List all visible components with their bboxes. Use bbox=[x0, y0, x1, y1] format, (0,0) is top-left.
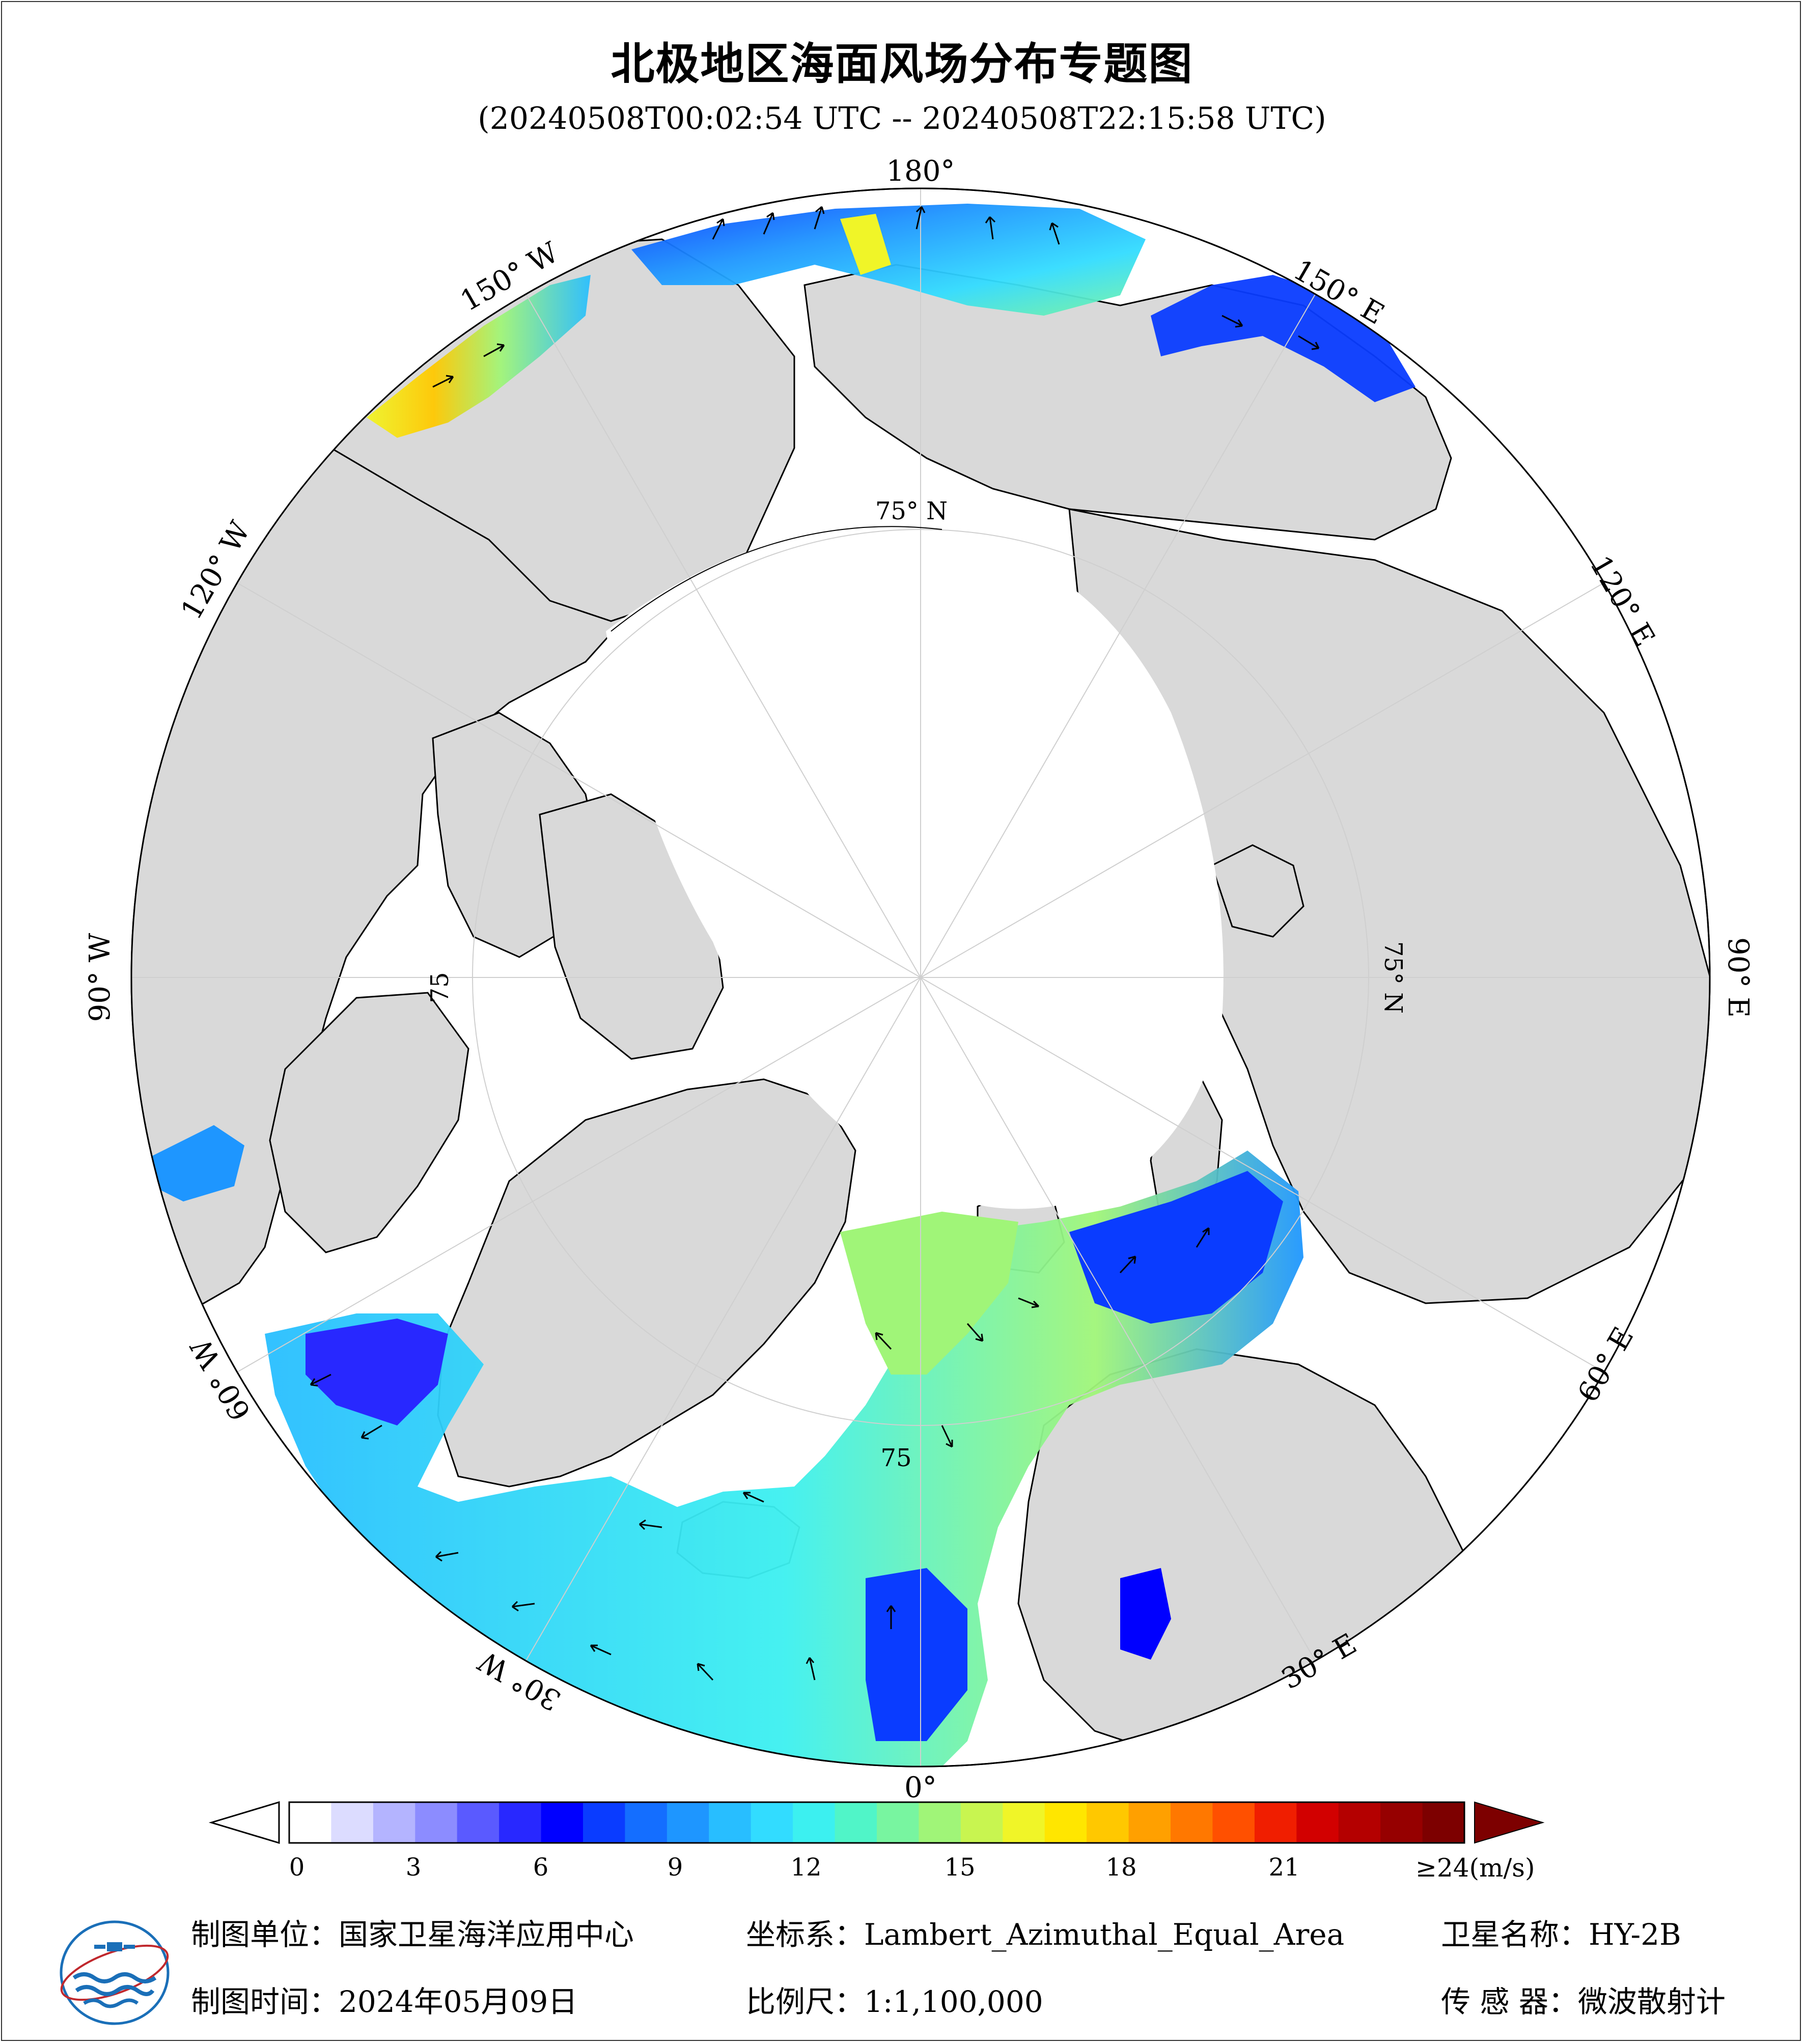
lat-label-bottom: 75 bbox=[880, 1444, 911, 1472]
ice-edge-line bbox=[610, 526, 942, 632]
wind-swath-greenland-sea bbox=[840, 1212, 1018, 1375]
colorbar-under-arrow bbox=[208, 1801, 280, 1844]
sensor-info: 传 感 器：微波散射计 bbox=[1441, 1978, 1726, 2021]
severnaya-zemlya bbox=[1211, 844, 1305, 938]
lat-label-left: 75 bbox=[426, 972, 454, 1003]
wind-swath-alaska bbox=[367, 275, 591, 438]
coord-value: Lambert_Azimuthal_Equal_Area bbox=[864, 1917, 1345, 1952]
colorbar-cell bbox=[1087, 1802, 1129, 1843]
colorbar-cell bbox=[751, 1802, 793, 1843]
satellite-value: HY-2B bbox=[1589, 1917, 1681, 1952]
label-180: 180° bbox=[886, 155, 955, 188]
time-range: (20240508T00:02:54 UTC -- 20240508T22:15… bbox=[478, 101, 1326, 136]
producer-info: 制图单位：国家卫星海洋应用中心 bbox=[191, 1911, 634, 1953]
colorbar-cell bbox=[1003, 1802, 1045, 1843]
graticule bbox=[131, 188, 1710, 1767]
cbar-tick-12: 12 bbox=[790, 1853, 822, 1882]
colorbar-cells bbox=[289, 1802, 1465, 1843]
cbar-tick-18: 18 bbox=[1105, 1853, 1137, 1882]
colorbar-cell bbox=[1044, 1802, 1087, 1843]
label-90e: 90° E bbox=[1722, 937, 1755, 1018]
cbar-tick-3: 3 bbox=[405, 1853, 422, 1882]
wind-swath-barents bbox=[1069, 1171, 1283, 1324]
wind-vectors bbox=[310, 206, 1320, 1681]
colorbar-cell bbox=[1338, 1802, 1381, 1843]
colorbar-cell bbox=[373, 1802, 415, 1843]
colorbar-cell bbox=[583, 1802, 625, 1843]
scale-value: 1:1,100,000 bbox=[864, 1984, 1043, 2019]
colorbar-frame bbox=[288, 1801, 1465, 1844]
colorbar-cell bbox=[1171, 1802, 1213, 1843]
producer-value: 国家卫星海洋应用中心 bbox=[339, 1917, 634, 1952]
colorbar-cell bbox=[625, 1802, 668, 1843]
colorbar-cell bbox=[1254, 1802, 1297, 1843]
label-0: 0° bbox=[904, 1771, 937, 1804]
colorbar-cell bbox=[457, 1802, 499, 1843]
satellite-info: 卫星名称：HY-2B bbox=[1441, 1911, 1681, 1953]
colorbar-cell bbox=[667, 1802, 709, 1843]
colorbar-cell bbox=[499, 1802, 542, 1843]
lat-label-top: 75° N bbox=[875, 497, 948, 525]
colorbar-cell bbox=[919, 1802, 961, 1843]
wind-swath-baffin bbox=[153, 1125, 244, 1201]
lat-label-right: 75° N bbox=[1379, 941, 1407, 1014]
colorbar-cell bbox=[1422, 1802, 1465, 1843]
colorbar-cell bbox=[1128, 1802, 1171, 1843]
cbar-unit: (m/s) bbox=[1469, 1853, 1535, 1883]
date-info: 制图时间：2024年05月09日 bbox=[191, 1978, 577, 2021]
cbar-tick-15: 15 bbox=[944, 1853, 976, 1882]
cbar-max-unit: ≥24(m/s) bbox=[1416, 1853, 1535, 1883]
label-90w: 90° W bbox=[84, 933, 117, 1022]
colorbar-cell bbox=[331, 1802, 374, 1843]
arctic-sea-ice bbox=[606, 526, 1224, 1209]
date-label: 制图时间： bbox=[191, 1984, 339, 2019]
coord-info: 坐标系：Lambert_Azimuthal_Equal_Area bbox=[746, 1911, 1344, 1953]
wind-swath-atlantic bbox=[265, 1151, 1303, 1767]
colorbar-cell bbox=[289, 1802, 331, 1843]
cbar-tick-9: 9 bbox=[667, 1853, 683, 1882]
wind-swath-baltic bbox=[1120, 1568, 1171, 1660]
nsoas-logo bbox=[60, 1920, 170, 2025]
colorbar bbox=[208, 1801, 1545, 1844]
cbar-tick-21: 21 bbox=[1268, 1853, 1300, 1882]
scale-label: 比例尺： bbox=[746, 1984, 865, 2019]
wind-swath-denmark-strait bbox=[306, 1319, 448, 1425]
producer-label: 制图单位： bbox=[191, 1917, 339, 1952]
cbar-tick-0: 0 bbox=[289, 1853, 305, 1882]
wind-swaths bbox=[153, 204, 1416, 1767]
satellite-label: 卫星名称： bbox=[1441, 1917, 1589, 1952]
cbar-max-label: ≥24 bbox=[1416, 1853, 1469, 1883]
cbar-tick-6: 6 bbox=[533, 1853, 549, 1882]
colorbar-cell bbox=[541, 1802, 584, 1843]
colorbar-over-arrow bbox=[1474, 1801, 1545, 1844]
colorbar-cell bbox=[835, 1802, 877, 1843]
colorbar-cell bbox=[793, 1802, 836, 1843]
colorbar-cell bbox=[1380, 1802, 1423, 1843]
baffin-island bbox=[269, 992, 469, 1253]
colorbar-cell bbox=[877, 1802, 919, 1843]
sensor-label: 传 感 器： bbox=[1441, 1984, 1578, 2019]
scale-info: 比例尺：1:1,100,000 bbox=[746, 1978, 1043, 2021]
colorbar-cell bbox=[1296, 1802, 1339, 1843]
colorbar-cell bbox=[960, 1802, 1003, 1843]
coord-label: 坐标系： bbox=[746, 1917, 865, 1952]
wind-swath-east-siberia bbox=[1151, 275, 1416, 402]
wind-swath-bering-core bbox=[840, 214, 891, 275]
greenland bbox=[437, 1078, 856, 1488]
map-title: 北极地区海面风场分布专题图 bbox=[610, 39, 1194, 90]
colorbar-cell bbox=[415, 1802, 458, 1843]
map-boundary bbox=[130, 187, 1711, 1768]
date-value: 2024年05月09日 bbox=[339, 1984, 578, 2019]
colorbar-cell bbox=[709, 1802, 752, 1843]
colorbar-cell bbox=[1212, 1802, 1255, 1843]
sensor-value: 微波散射计 bbox=[1577, 1984, 1726, 2019]
